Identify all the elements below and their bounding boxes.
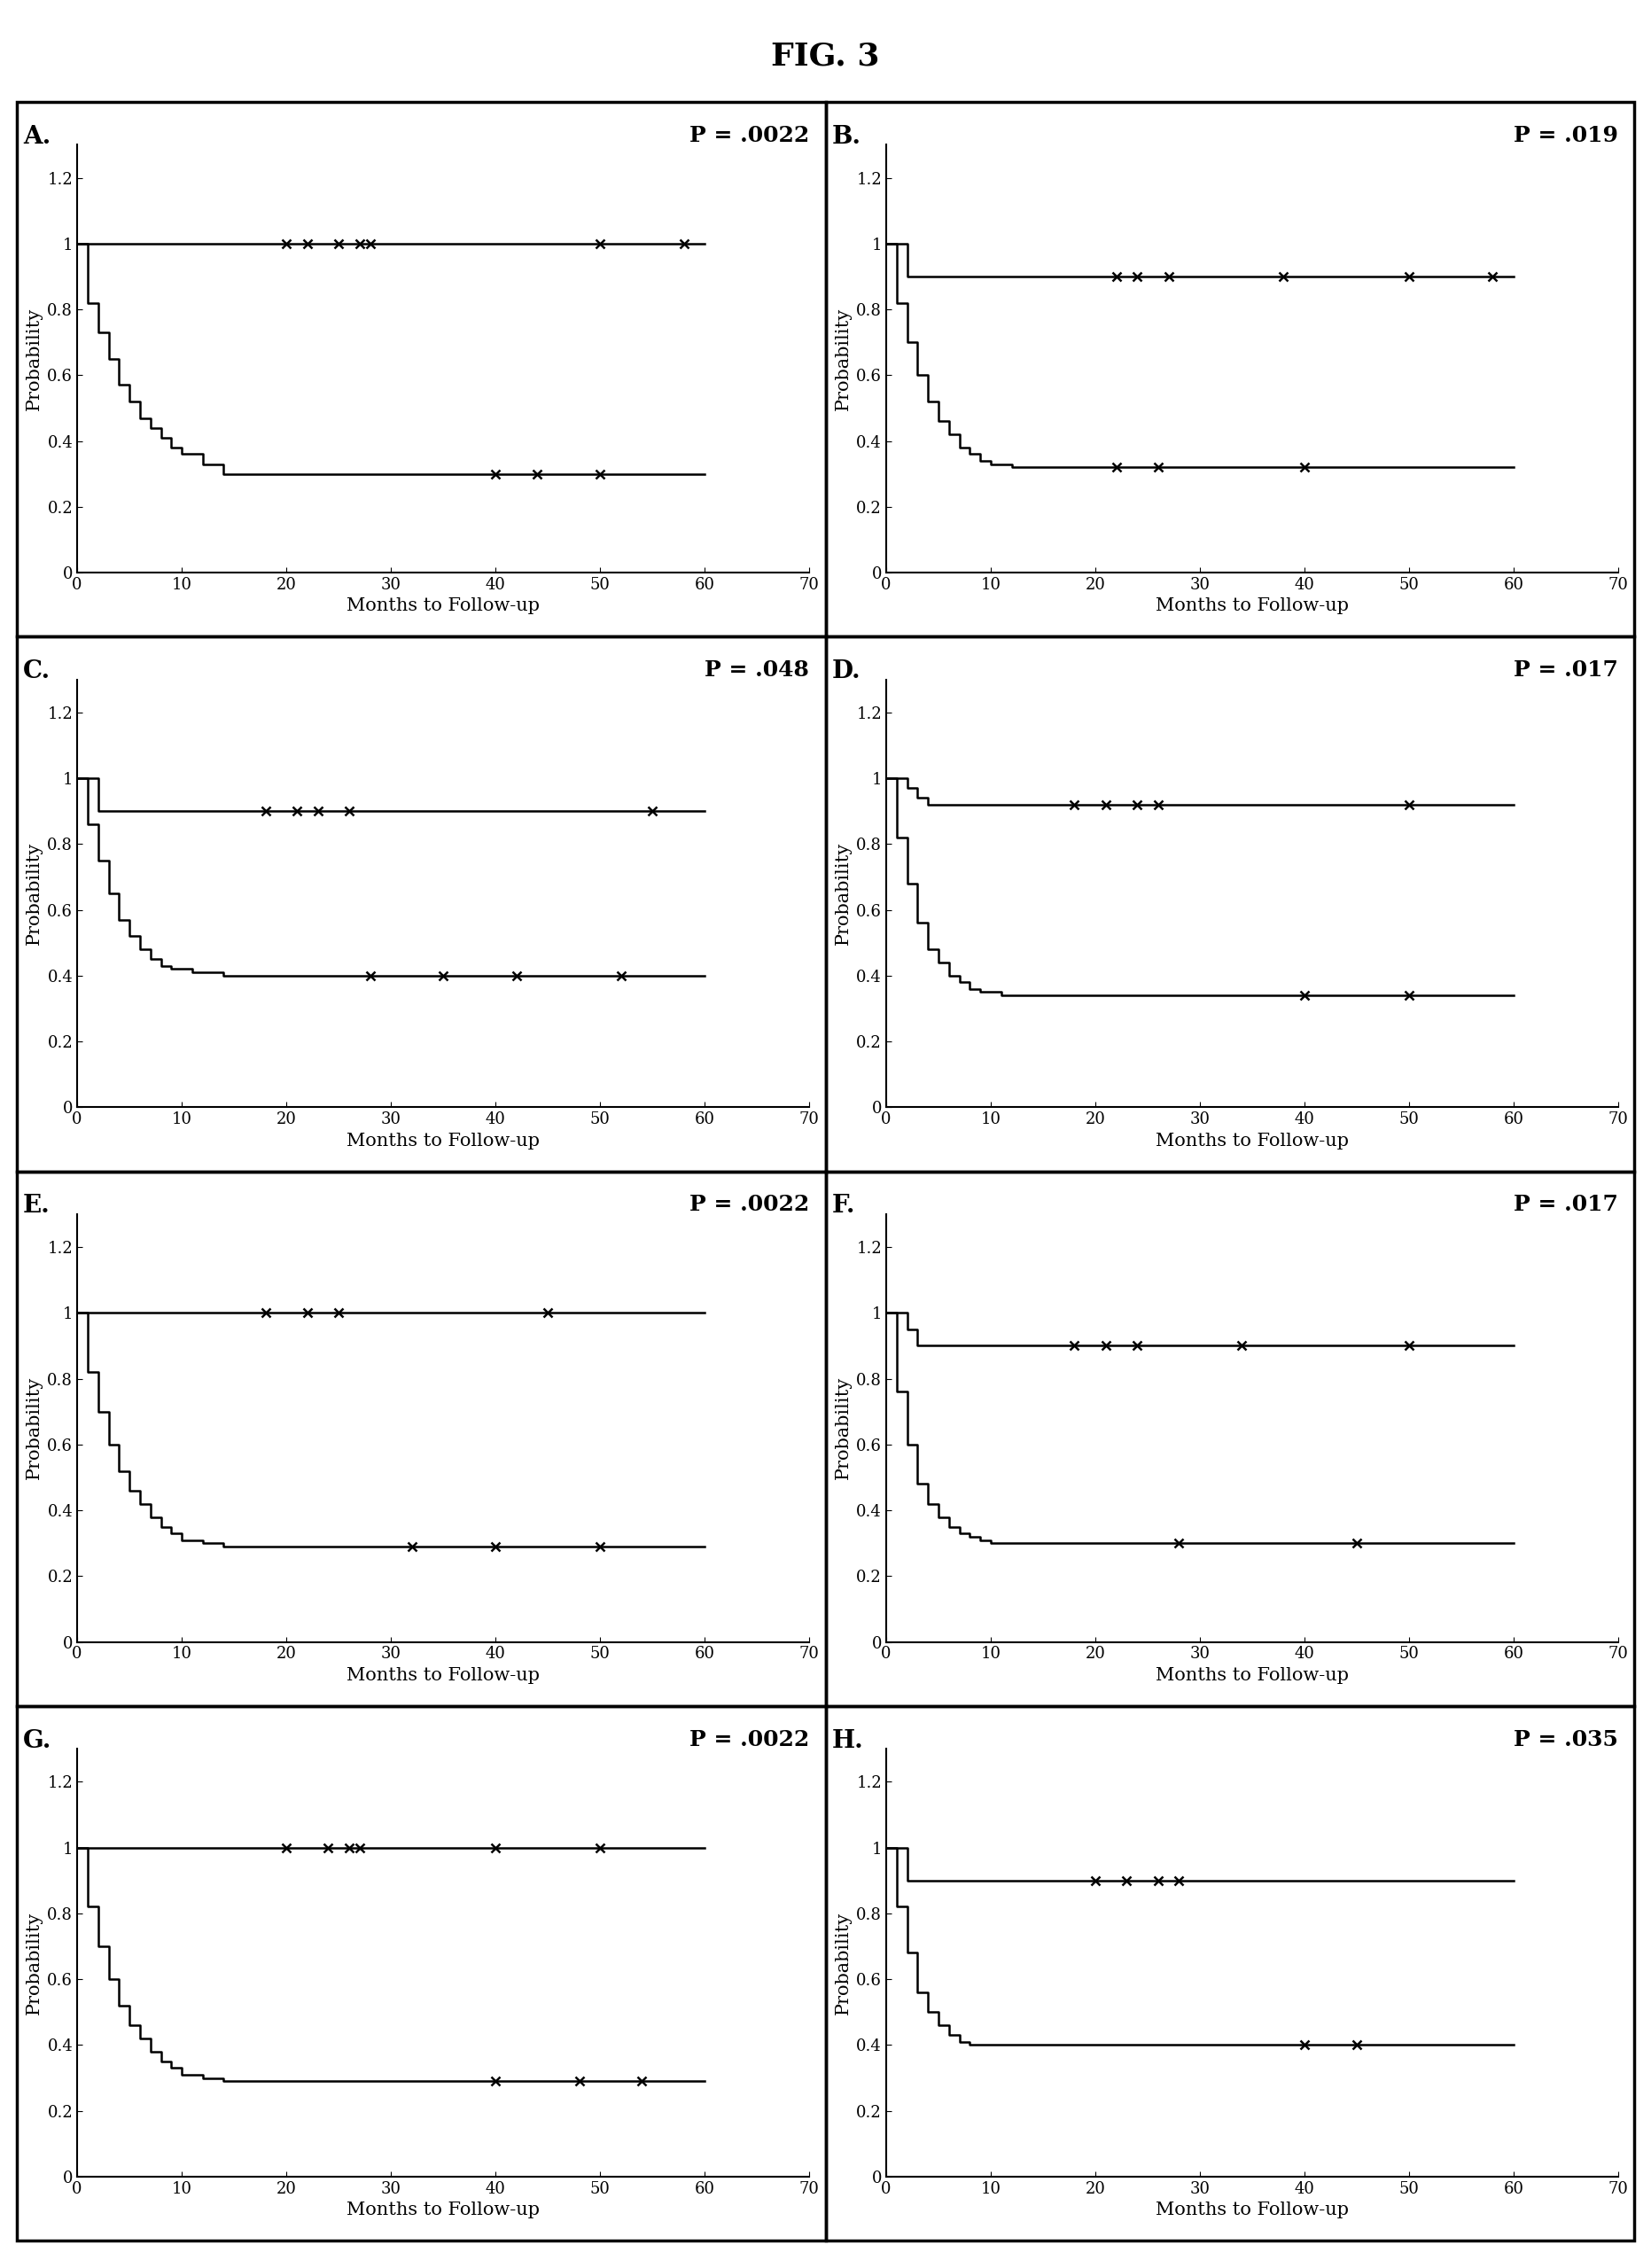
Text: P = .0022: P = .0022: [688, 125, 809, 145]
Text: P = .0022: P = .0022: [688, 1728, 809, 1751]
Text: A.: A.: [23, 125, 51, 150]
Text: D.: D.: [832, 660, 860, 683]
Text: P = .019: P = .019: [1514, 125, 1618, 145]
X-axis label: Months to Follow-up: Months to Follow-up: [1156, 1132, 1349, 1150]
X-axis label: Months to Follow-up: Months to Follow-up: [347, 1667, 540, 1683]
Text: E.: E.: [23, 1193, 50, 1218]
Y-axis label: Probability: Probability: [25, 1377, 43, 1479]
Text: H.: H.: [832, 1728, 863, 1753]
X-axis label: Months to Follow-up: Months to Follow-up: [347, 2202, 540, 2218]
Text: F.: F.: [832, 1193, 855, 1218]
Text: B.: B.: [832, 125, 862, 150]
Y-axis label: Probability: Probability: [25, 306, 43, 411]
Text: P = .0022: P = .0022: [688, 1193, 809, 1216]
Text: C.: C.: [23, 660, 51, 683]
X-axis label: Months to Follow-up: Months to Follow-up: [1156, 599, 1349, 615]
X-axis label: Months to Follow-up: Months to Follow-up: [1156, 1667, 1349, 1683]
Text: P = .035: P = .035: [1514, 1728, 1618, 1751]
X-axis label: Months to Follow-up: Months to Follow-up: [1156, 2202, 1349, 2218]
Y-axis label: Probability: Probability: [25, 841, 43, 946]
Text: P = .017: P = .017: [1514, 660, 1618, 680]
Text: P = .017: P = .017: [1514, 1193, 1618, 1216]
X-axis label: Months to Follow-up: Months to Follow-up: [347, 1132, 540, 1150]
Y-axis label: Probability: Probability: [834, 1377, 852, 1479]
Text: P = .048: P = .048: [705, 660, 809, 680]
Y-axis label: Probability: Probability: [834, 841, 852, 946]
Y-axis label: Probability: Probability: [834, 1912, 852, 2014]
Text: FIG. 3: FIG. 3: [771, 41, 880, 70]
X-axis label: Months to Follow-up: Months to Follow-up: [347, 599, 540, 615]
Y-axis label: Probability: Probability: [834, 306, 852, 411]
Text: G.: G.: [23, 1728, 51, 1753]
Y-axis label: Probability: Probability: [25, 1912, 43, 2014]
